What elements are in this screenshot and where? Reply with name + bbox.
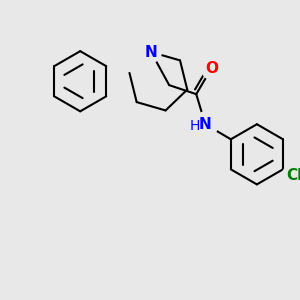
Text: N: N bbox=[199, 117, 211, 132]
Text: O: O bbox=[205, 61, 218, 76]
Text: Cl: Cl bbox=[286, 168, 300, 183]
Text: H: H bbox=[190, 119, 200, 133]
Text: N: N bbox=[145, 44, 158, 59]
